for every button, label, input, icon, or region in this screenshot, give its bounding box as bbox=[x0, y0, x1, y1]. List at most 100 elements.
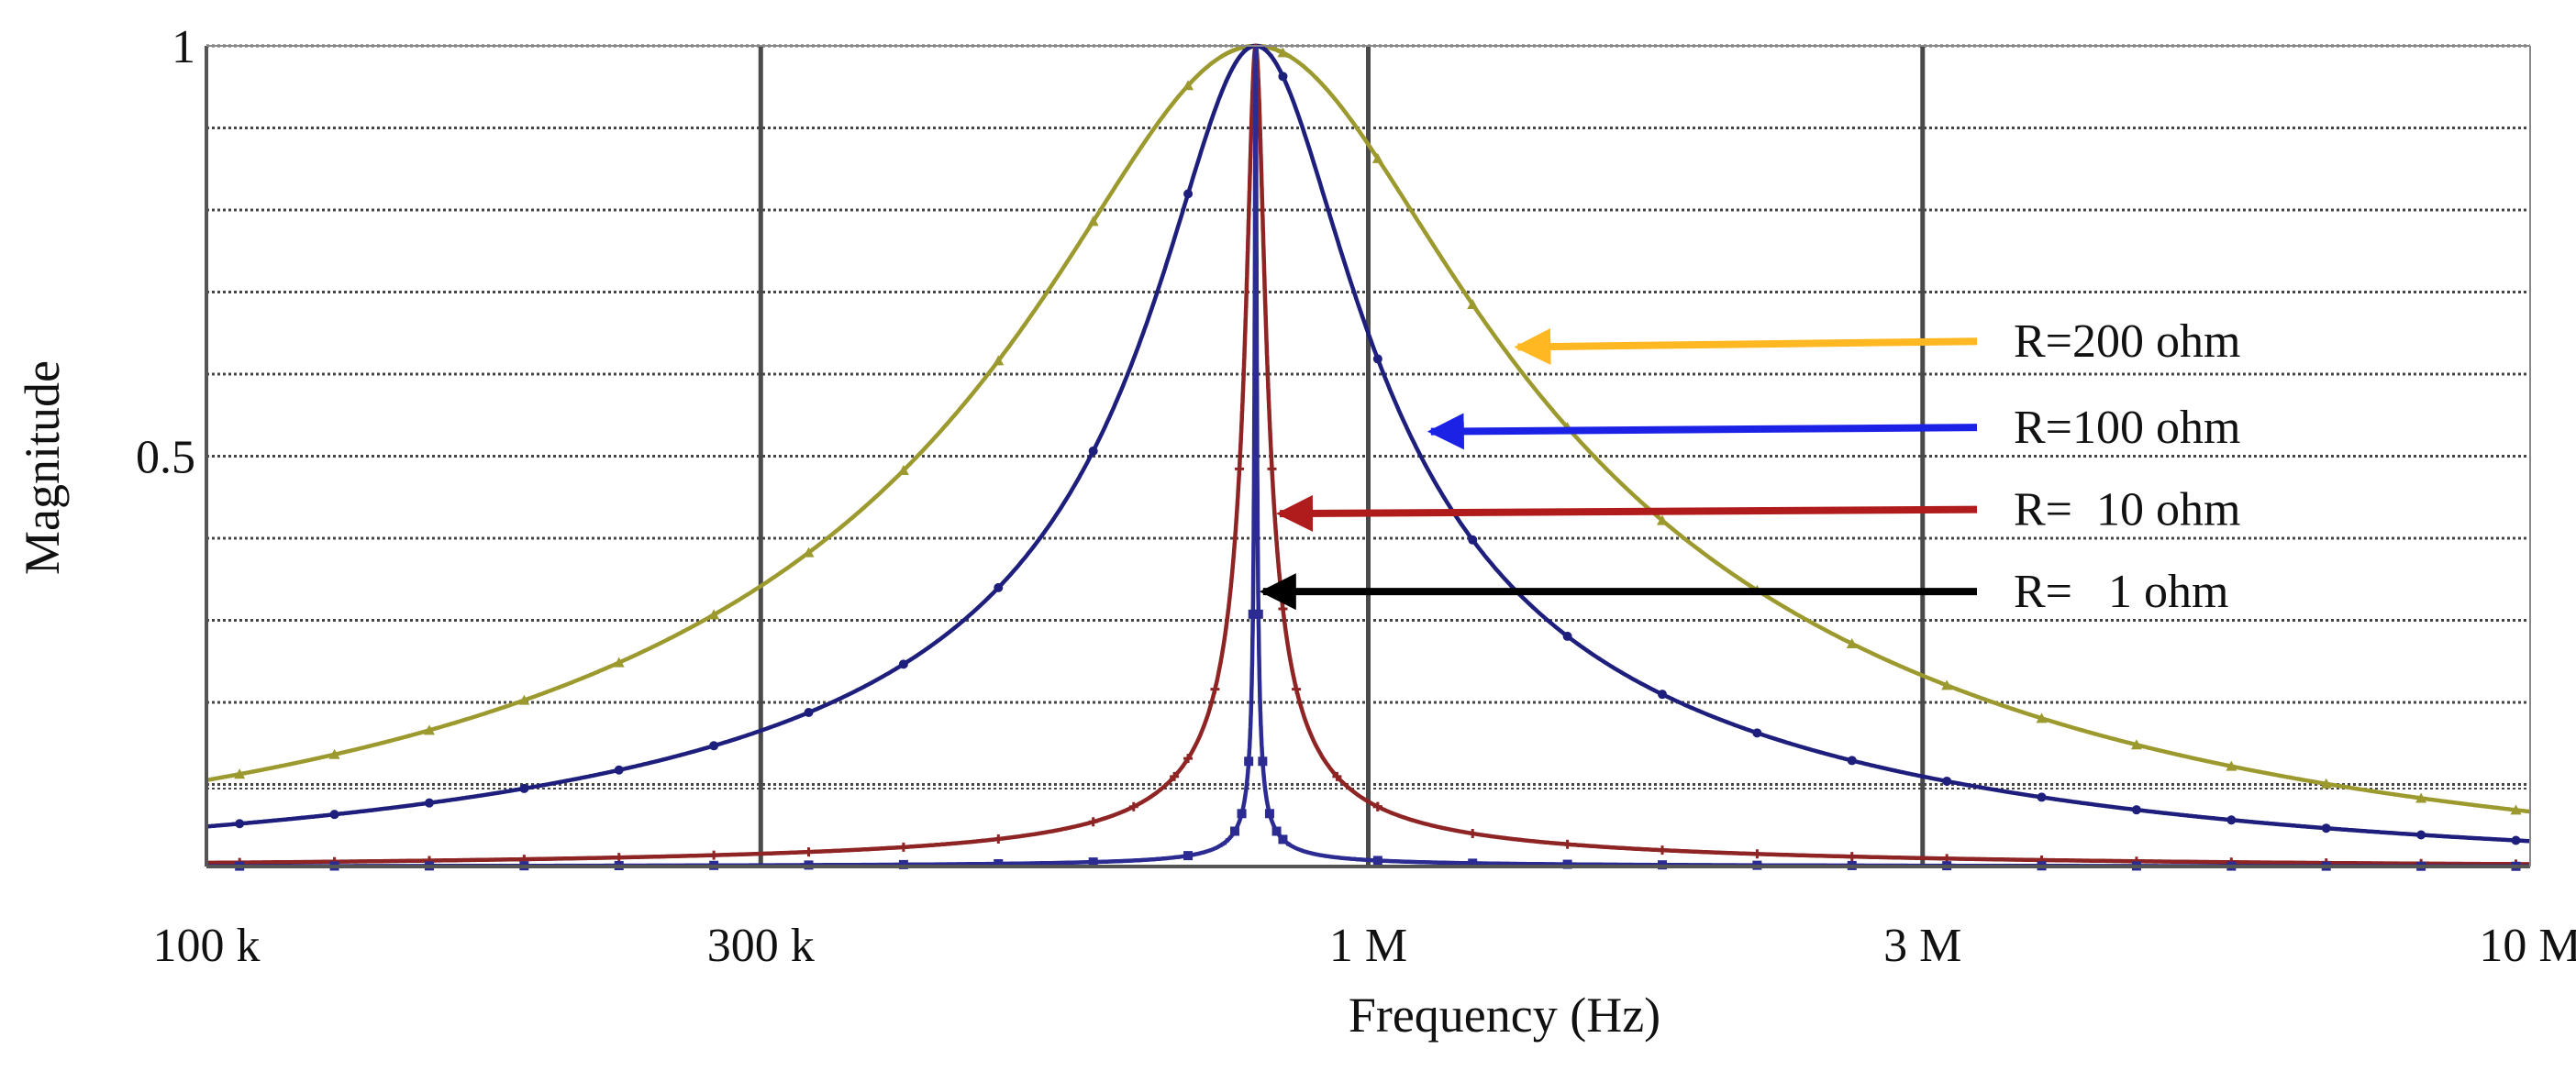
marker bbox=[709, 741, 719, 751]
marker bbox=[1183, 80, 1194, 91]
marker bbox=[1267, 464, 1277, 474]
y-axis-label: Magnitude bbox=[15, 360, 70, 575]
marker bbox=[1229, 826, 1239, 836]
x-tick-label: 1 M bbox=[1329, 920, 1407, 972]
marker bbox=[518, 694, 530, 705]
marker bbox=[1468, 535, 1478, 545]
marker bbox=[1658, 845, 1667, 856]
series-markers-1 bbox=[235, 72, 2521, 845]
marker bbox=[1183, 189, 1194, 199]
marker bbox=[1237, 809, 1247, 819]
marker bbox=[1253, 609, 1263, 619]
marker bbox=[1278, 834, 1288, 845]
marker bbox=[2321, 823, 2331, 834]
y-tick-labels: 10.5 bbox=[136, 21, 195, 484]
marker bbox=[614, 853, 624, 863]
marker bbox=[2415, 792, 2427, 803]
marker bbox=[234, 768, 246, 779]
marker bbox=[2130, 739, 2142, 750]
marker bbox=[898, 842, 908, 852]
marker bbox=[329, 810, 339, 820]
series-markers bbox=[234, 47, 2522, 871]
marker bbox=[1847, 852, 1857, 862]
marker bbox=[235, 819, 245, 829]
marker bbox=[1278, 72, 1288, 82]
marker bbox=[1248, 609, 1258, 619]
x-tick-label: 100 k bbox=[153, 920, 261, 972]
y-tick-label: 1 bbox=[172, 21, 195, 73]
x-tick-labels: 100 k 300 k 1 M 3 M 10 M bbox=[153, 920, 2576, 972]
series-line-2 bbox=[206, 43, 2530, 867]
x-tick-label: 3 M bbox=[1883, 920, 1961, 972]
series-line-1 bbox=[205, 43, 2531, 844]
marker bbox=[1244, 756, 1254, 767]
marker bbox=[1210, 684, 1220, 694]
marker bbox=[1941, 679, 1953, 690]
marker bbox=[1183, 754, 1194, 764]
marker bbox=[424, 798, 434, 808]
marker bbox=[2510, 804, 2522, 815]
marker bbox=[804, 847, 814, 857]
marker bbox=[1847, 756, 1857, 766]
marker bbox=[1562, 631, 1572, 641]
annotation-label: R= 10 ohm bbox=[2014, 484, 2240, 536]
marker bbox=[1372, 856, 1382, 866]
annotation-arrow bbox=[1276, 494, 1978, 532]
marker bbox=[2036, 712, 2048, 723]
marker bbox=[1752, 728, 1762, 738]
annotations: R=200 ohm R=100 ohm R= 10 ohm R= 1 ohm bbox=[1259, 315, 2240, 618]
marker bbox=[2320, 778, 2332, 789]
marker bbox=[1271, 826, 1282, 836]
marker bbox=[1088, 446, 1098, 456]
marker bbox=[2131, 805, 2141, 815]
marker bbox=[1468, 858, 1478, 868]
marker bbox=[898, 659, 908, 669]
marker bbox=[1658, 690, 1668, 700]
marker bbox=[994, 834, 1004, 844]
marker bbox=[1088, 817, 1098, 827]
marker bbox=[2037, 792, 2047, 802]
series-markers-2 bbox=[235, 464, 2521, 869]
series-markers-0 bbox=[234, 47, 2522, 815]
marker bbox=[1292, 684, 1302, 694]
annotation-arrow bbox=[1514, 328, 1978, 366]
marker bbox=[1372, 354, 1382, 364]
marker bbox=[2416, 830, 2426, 840]
marker bbox=[1372, 801, 1382, 812]
marker bbox=[1235, 464, 1245, 474]
marker bbox=[1128, 801, 1138, 812]
marker bbox=[2511, 835, 2521, 845]
marker bbox=[994, 582, 1004, 592]
marker bbox=[1371, 152, 1383, 163]
marker bbox=[1562, 859, 1572, 869]
marker bbox=[803, 547, 815, 558]
marker bbox=[1468, 828, 1478, 838]
marker bbox=[1264, 809, 1274, 819]
marker bbox=[994, 858, 1004, 868]
marker bbox=[993, 355, 1005, 366]
marker bbox=[1332, 771, 1342, 781]
annotation-label: R=100 ohm bbox=[2014, 402, 2240, 454]
marker bbox=[897, 464, 909, 475]
marker bbox=[613, 657, 625, 668]
marker bbox=[519, 783, 529, 793]
x-tick-label: 300 k bbox=[707, 920, 815, 972]
marker bbox=[1562, 839, 1572, 849]
marker bbox=[423, 724, 435, 735]
marker bbox=[614, 765, 624, 775]
marker bbox=[708, 609, 720, 620]
marker bbox=[2226, 815, 2237, 825]
annotation-label: R=200 ohm bbox=[2014, 315, 2240, 368]
marker bbox=[1277, 47, 1289, 58]
marker bbox=[1258, 756, 1268, 767]
marker bbox=[1846, 637, 1858, 648]
marker bbox=[1183, 851, 1194, 861]
y-tick-label: 0.5 bbox=[136, 432, 195, 484]
x-tick-label: 10 M bbox=[2479, 920, 2576, 972]
marker bbox=[1170, 771, 1180, 781]
marker bbox=[1087, 215, 1099, 226]
x-axis-label: Frequency (Hz) bbox=[1349, 988, 1660, 1043]
marker bbox=[804, 708, 814, 718]
